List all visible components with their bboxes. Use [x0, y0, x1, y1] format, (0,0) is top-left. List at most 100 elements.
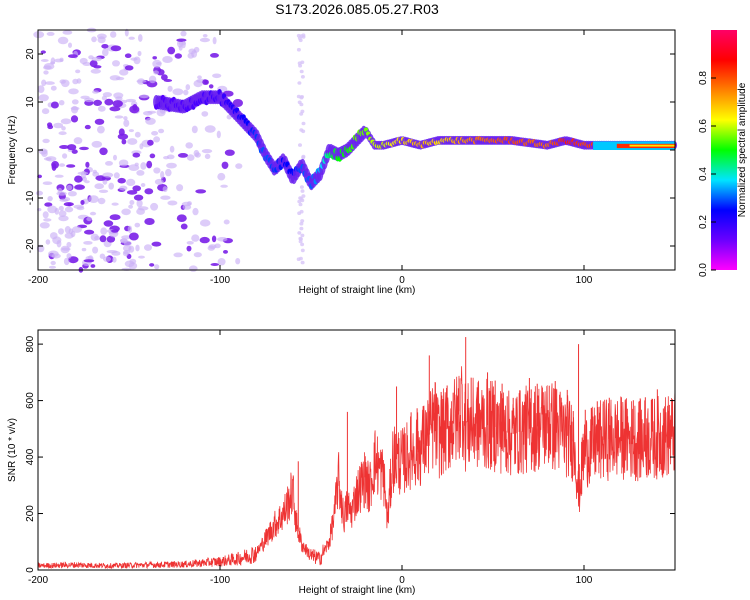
noise-speck: [93, 99, 102, 106]
noise-speck: [54, 174, 64, 178]
noise-speck: [208, 84, 214, 89]
noise-speck: [92, 246, 99, 254]
noise-speck: [204, 125, 216, 133]
noise-speck: [110, 45, 122, 52]
noise-speck: [94, 118, 105, 125]
colorbar-tick-label: 0.6: [698, 119, 709, 133]
noise-speck: [99, 147, 108, 156]
noise-speck: [146, 160, 153, 169]
noise-speck: [91, 36, 97, 43]
noise-speck: [216, 130, 221, 139]
x-tick-label: 0: [399, 575, 405, 586]
noise-speck: [58, 205, 64, 211]
noise-speck: [56, 240, 62, 248]
noise-speck: [41, 108, 50, 115]
noise-speck: [58, 210, 67, 218]
noise-speck: [162, 186, 168, 193]
noise-speck: [50, 85, 57, 91]
noise-speck: [158, 128, 165, 134]
noise-speck: [185, 84, 191, 91]
noise-speck: [106, 250, 118, 254]
colorbar: 0.0 0.2 0.4 0.6 0.8 Normalized spectral ampl…: [698, 30, 748, 277]
noise-speck: [301, 194, 306, 198]
noise-speck: [38, 94, 49, 102]
noise-speck: [173, 252, 183, 258]
noise-speck: [154, 178, 164, 185]
noise-speck: [297, 231, 302, 235]
noise-speck: [84, 229, 95, 235]
noise-speck: [113, 92, 124, 99]
noise-speck: [166, 162, 177, 169]
noise-speck: [80, 200, 85, 205]
noise-speck: [186, 154, 195, 161]
noise-speck: [57, 36, 69, 45]
noise-speck: [121, 208, 131, 216]
noise-speck: [39, 222, 50, 229]
noise-speck: [112, 60, 120, 67]
noise-speck: [136, 199, 143, 208]
noise-speck: [136, 79, 147, 83]
noise-speck: [98, 189, 109, 193]
noise-speck: [41, 149, 48, 157]
noise-speck: [193, 149, 200, 157]
noise-speck: [56, 191, 67, 196]
noise-speck: [299, 196, 304, 201]
noise-speck: [137, 206, 149, 211]
noise-speck: [130, 57, 138, 61]
noise-speck: [58, 100, 65, 106]
noise-speck: [181, 41, 186, 49]
noise-speck: [59, 57, 64, 62]
y-tick-label: 200: [25, 505, 36, 522]
x-tick-label: -100: [210, 575, 230, 586]
noise-speck: [121, 139, 127, 145]
noise-speck: [47, 122, 53, 127]
noise-speck: [134, 222, 141, 228]
noise-speck: [35, 190, 44, 196]
noise-speck: [71, 99, 79, 105]
noise-speck: [45, 156, 57, 162]
noise-speck: [109, 75, 121, 81]
noise-speck: [162, 56, 173, 63]
y-tick-label: 20: [25, 48, 36, 60]
noise-speck: [188, 48, 196, 54]
noise-speck: [85, 161, 90, 168]
noise-speck: [176, 38, 187, 42]
noise-speck: [298, 236, 303, 241]
noise-speck: [172, 88, 184, 96]
noise-speck: [104, 98, 114, 106]
noise-speck: [84, 180, 90, 184]
noise-speck: [61, 126, 66, 131]
noise-speck: [40, 59, 49, 62]
noise-speck: [153, 167, 161, 174]
noise-speck: [83, 241, 93, 245]
snr-y-axis: 0 200 400 600 800: [25, 335, 675, 573]
noise-speck: [42, 211, 49, 219]
noise-speck: [226, 114, 232, 120]
noise-speck: [111, 202, 119, 206]
spectrogram-y-axis: -20 -10 0 10 20: [25, 48, 675, 253]
noise-speck: [129, 200, 135, 205]
noise-speck: [89, 211, 97, 216]
noise-speck: [299, 34, 304, 38]
y-tick-label: 600: [25, 392, 36, 409]
noise-speck: [72, 78, 79, 85]
noise-speck: [124, 28, 129, 37]
noise-speck: [123, 116, 128, 121]
noise-speck: [235, 163, 243, 169]
noise-speck: [299, 185, 304, 189]
y-tick-label: -20: [25, 238, 36, 253]
noise-speck: [71, 226, 82, 233]
colorbar-tick-label: 0.4: [698, 167, 709, 181]
noise-speck: [68, 54, 78, 58]
spectrogram-x-axis-label: Height of straight line (km): [299, 285, 416, 296]
noise-speck: [46, 31, 55, 36]
noise-speck: [119, 69, 129, 76]
noise-speck: [124, 65, 134, 71]
noise-speck: [145, 117, 156, 125]
noise-speck: [124, 53, 132, 58]
noise-speck: [301, 154, 306, 159]
noise-speck: [61, 79, 70, 88]
noise-speck: [64, 206, 74, 213]
noise-speck: [137, 50, 142, 57]
